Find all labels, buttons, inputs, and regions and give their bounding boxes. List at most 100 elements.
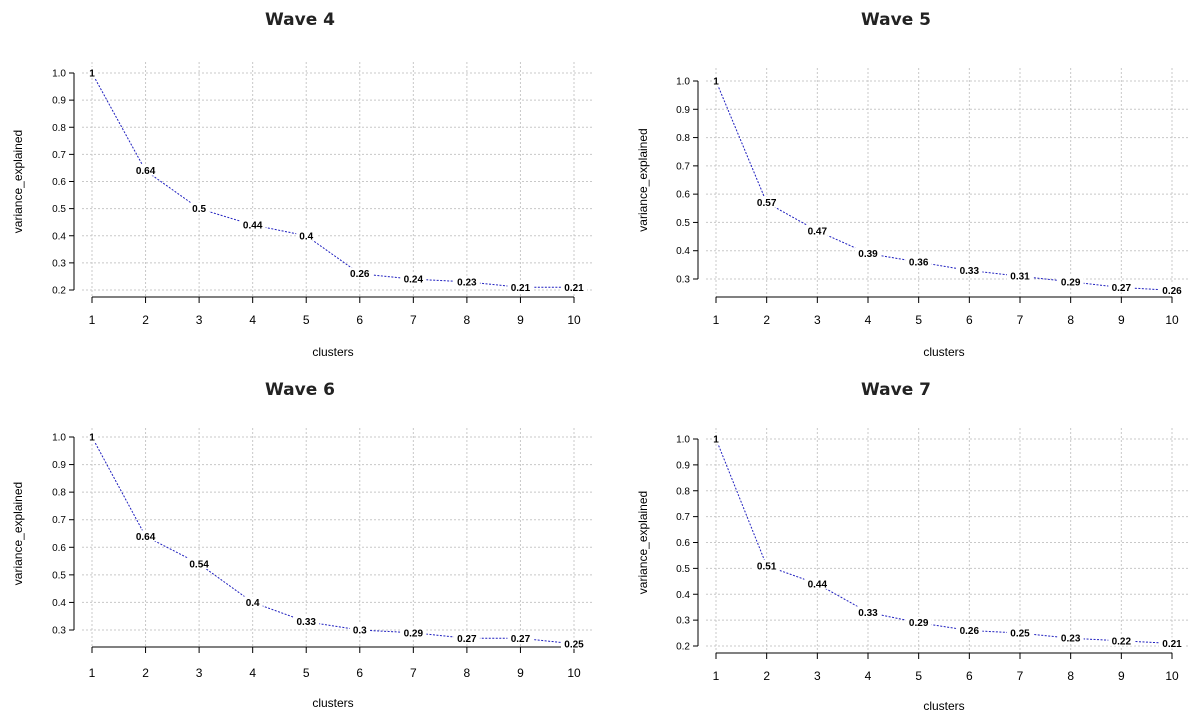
x-tick-label: 8 [464,313,471,327]
data-label: 0.4 [246,598,260,609]
x-tick-label: 7 [410,313,417,327]
data-label-background [1108,634,1135,646]
x-tick-label: 5 [915,313,922,327]
data-label: 0.64 [136,532,156,543]
data-label: 0.21 [511,283,531,294]
data-label: 0.54 [189,559,209,570]
y-tick-label: 0.3 [676,616,690,627]
data-label: 0.21 [1162,639,1182,650]
data-label: 0.29 [404,628,424,639]
y-tick-label: 0.3 [676,275,690,286]
y-tick-label: 0.2 [52,286,66,297]
y-tick-label: 0.7 [52,150,66,161]
x-tick-label: 3 [196,313,203,327]
y-tick-label: 0.9 [52,460,66,471]
data-label-background [1057,632,1084,644]
x-tick-label: 6 [966,669,973,683]
data-label: 0.64 [136,166,156,177]
data-label-background [296,229,317,241]
y-tick-label: 0.4 [676,246,690,257]
x-tick-label: 8 [1067,669,1074,683]
data-label: 0.23 [1061,634,1081,645]
y-tick-label: 1.0 [676,435,690,446]
y-tick-label: 0.9 [676,105,690,116]
x-tick-label: 9 [517,666,524,680]
data-label-background [804,224,831,236]
data-label-background [507,632,534,644]
x-tick-label: 1 [89,313,96,327]
x-tick-label: 3 [814,669,821,683]
x-tick-label: 10 [567,313,581,327]
y-axis-label: variance_explained [636,491,650,594]
series-line [715,438,1173,644]
y-tick-label: 1.0 [676,77,690,88]
data-label-background [855,247,881,259]
data-label: 0.4 [299,231,313,242]
x-tick-label: 5 [915,669,922,683]
y-axis-label: variance_explained [11,130,25,233]
data-label-background [712,75,720,86]
data-label-background [905,256,932,268]
data-label: 0.36 [909,258,929,269]
data-label: 0.21 [564,283,584,294]
y-tick-label: 0.7 [676,161,690,172]
data-label: 0.44 [243,220,263,231]
x-tick-label: 1 [89,666,96,680]
x-tick-label: 2 [763,313,770,327]
data-label: 0.33 [296,617,316,628]
data-label-background [507,281,534,293]
data-label: 0.26 [960,626,980,637]
x-tick-label: 7 [1017,313,1024,327]
chart-panel-wave-7: Wave 7 0.2 0.3 0.4 0.5 0.6 0.7 0.8 0.9 1.0 1 2 3 4 5 6… [600,360,1192,713]
y-tick-label: 0.6 [52,543,66,554]
x-tick-label: 4 [249,313,256,327]
data-label: 0.27 [457,634,477,645]
y-tick-label: 0.4 [52,231,66,242]
data-label: 0.33 [858,608,878,619]
chart-plot: 0.2 0.3 0.4 0.5 0.6 0.7 0.8 0.9 1.0 1 2 3 4 5 6 7 8 9 10 cl… [11,62,592,359]
x-tick-label: 7 [1017,669,1024,683]
data-label-background [712,433,720,444]
x-tick-label: 8 [1067,313,1074,327]
data-label: 0.5 [192,204,206,215]
data-label-background [1057,275,1084,287]
data-label-background [88,431,96,442]
chart-plot: 0.3 0.4 0.5 0.6 0.7 0.8 0.9 1.0 1 2 3 4 5 6 7 8 9 10 clust… [636,68,1190,359]
data-label-background [453,632,480,644]
y-tick-label: 0.5 [52,204,66,215]
chart-panel-wave-6: Wave 6 0.3 0.4 0.5 0.6 0.7 0.8 0.9 1.0 1 2 3 4 5 6 7 8 9… [0,360,600,713]
x-axis-label: clusters [312,696,353,710]
data-label: 1 [713,435,719,446]
y-tick-label: 0.8 [676,133,690,144]
x-tick-label: 10 [1165,669,1179,683]
data-label: 0.3 [353,626,367,637]
y-axis-label: variance_explained [11,482,25,585]
data-label: 0.23 [457,277,477,288]
x-tick-label: 5 [303,666,310,680]
x-tick-label: 4 [249,666,256,680]
data-label-background [1159,637,1185,649]
y-tick-label: 0.2 [676,642,690,653]
y-tick-label: 0.5 [52,570,66,581]
x-axis-label: clusters [923,699,964,713]
chart-plot: 0.2 0.3 0.4 0.5 0.6 0.7 0.8 0.9 1.0 1 2 3 4 5 6 7 8 9 10 cl… [636,428,1190,713]
data-label-background [242,596,263,608]
data-label: 0.27 [1112,283,1132,294]
y-tick-label: 0.5 [676,218,690,229]
data-label: 0.57 [757,198,777,209]
x-tick-label: 9 [1118,669,1125,683]
x-tick-label: 9 [1118,313,1125,327]
data-label: 0.29 [909,618,929,629]
x-tick-label: 3 [196,666,203,680]
data-label-background [400,273,427,285]
y-tick-label: 0.8 [676,486,690,497]
chart-title: Wave 5 [861,10,931,30]
x-axis-label: clusters [312,345,353,359]
chart-title: Wave 7 [861,380,931,400]
data-label-background [905,616,932,628]
series-line [715,80,1173,291]
data-label: 0.39 [858,249,878,260]
x-tick-label: 2 [763,669,770,683]
data-label-background [753,559,780,571]
y-tick-label: 0.7 [676,512,690,523]
